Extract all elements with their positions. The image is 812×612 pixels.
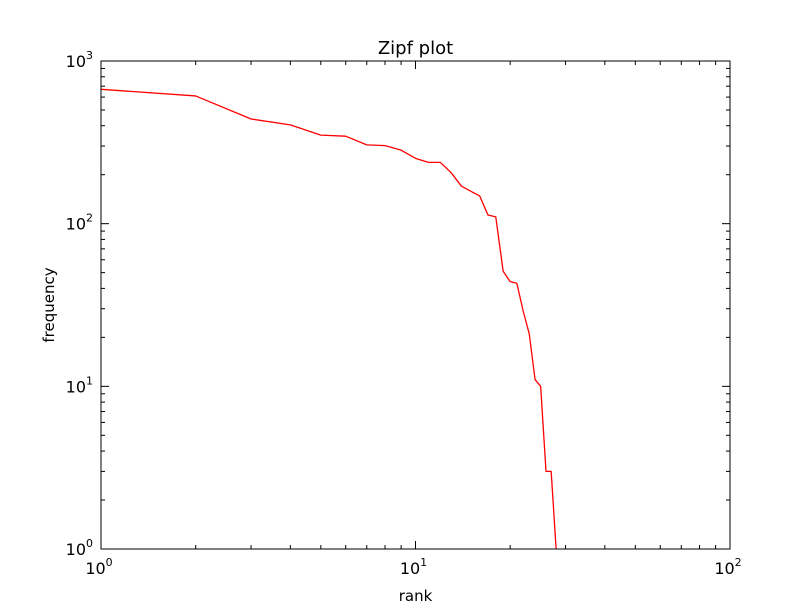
x-tick-label-0: 100 xyxy=(85,556,112,578)
y-axis-label: frequency xyxy=(40,267,58,342)
series-line-0 xyxy=(101,88,557,549)
x-axis-label: rank xyxy=(399,587,433,605)
y-tick-label-0: 100 xyxy=(66,537,93,559)
chart-title: Zipf plot xyxy=(378,38,453,59)
y-tick-label-2: 102 xyxy=(66,212,93,234)
ticks-layer xyxy=(100,60,731,550)
y-tick-label-1: 101 xyxy=(66,374,93,396)
tick-labels-layer: 100 101 102 100 101 102 103 xyxy=(66,49,742,578)
x-tick-label-1: 101 xyxy=(400,556,427,578)
x-tick-label-2: 102 xyxy=(714,556,741,578)
series-layer xyxy=(101,88,557,549)
y-tick-label-3: 103 xyxy=(66,49,93,71)
